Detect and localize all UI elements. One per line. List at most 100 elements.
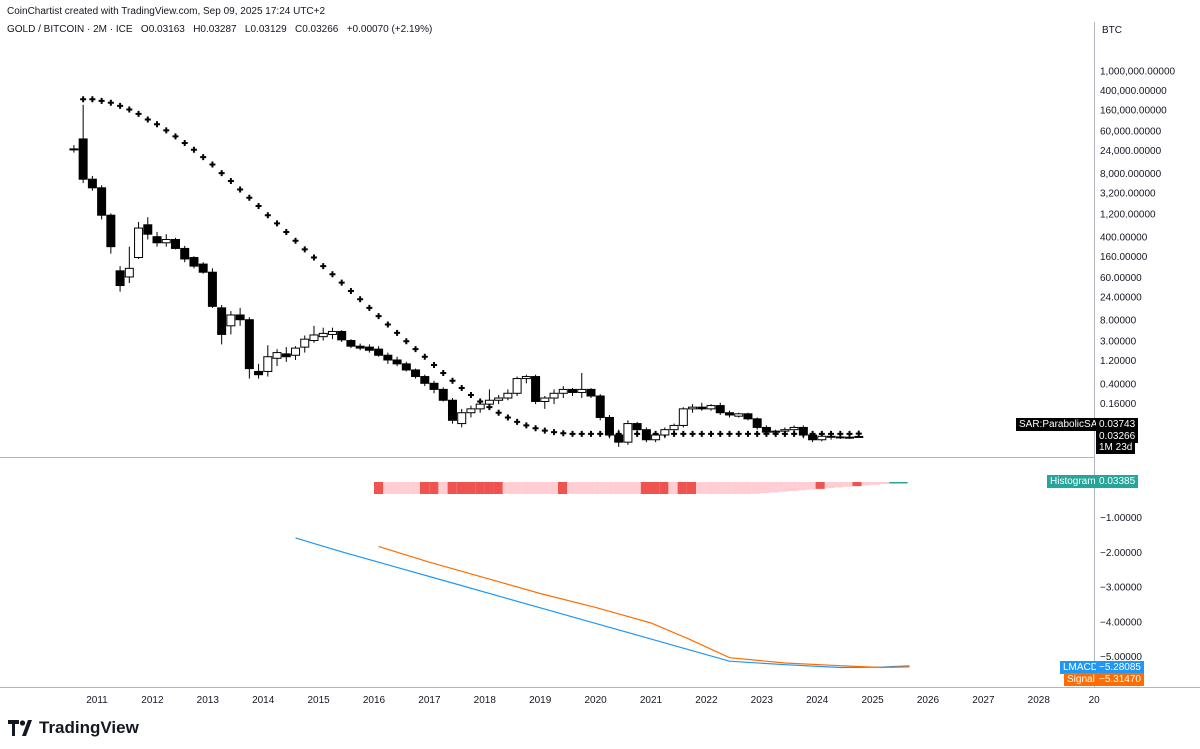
candle[interactable]	[660, 427, 670, 439]
candle[interactable]	[226, 311, 236, 335]
candle[interactable]	[531, 374, 541, 405]
candle[interactable]	[327, 327, 337, 340]
candle[interactable]	[632, 421, 642, 433]
candle[interactable]	[69, 145, 79, 153]
candle[interactable]	[697, 402, 707, 411]
candle[interactable]	[614, 429, 624, 447]
candle[interactable]	[374, 346, 384, 357]
time-axis-ticks[interactable]: 2011 2012 2013 2014 2015 2016 2017 2018 2019 2020…	[86, 695, 1100, 706]
candle[interactable]	[124, 246, 134, 284]
candle[interactable]	[475, 402, 485, 413]
candle[interactable]	[503, 389, 513, 401]
candle[interactable]	[484, 389, 494, 408]
candle[interactable]	[706, 404, 716, 411]
candle[interactable]	[263, 345, 273, 377]
symbol-legend[interactable]: GOLD / BITCOIN · 2M · ICE O0.03163 H0.03…	[7, 24, 432, 35]
candle[interactable]	[817, 435, 827, 442]
candle[interactable]	[669, 423, 679, 433]
candle[interactable]	[180, 245, 190, 263]
candle[interactable]	[152, 231, 162, 247]
candle[interactable]	[97, 185, 107, 220]
candle[interactable]	[798, 425, 808, 439]
candle[interactable]	[854, 435, 864, 438]
candle[interactable]	[106, 213, 116, 254]
candle[interactable]	[300, 335, 310, 353]
candle[interactable]	[558, 386, 568, 399]
candle[interactable]	[641, 427, 651, 443]
candle[interactable]	[789, 425, 799, 433]
candle[interactable]	[420, 374, 430, 387]
macd-axis-ticks[interactable]: −1.00000 −2.00000 −3.00000 −4.00000 −5.00000	[1100, 513, 1142, 663]
candle[interactable]	[235, 307, 245, 326]
candle[interactable]	[521, 374, 531, 384]
candle[interactable]	[281, 347, 291, 362]
candle[interactable]	[568, 388, 578, 396]
candle[interactable]	[540, 395, 550, 409]
candle-body	[568, 388, 578, 393]
candle[interactable]	[688, 404, 698, 413]
symbol-line[interactable]: GOLD / BITCOIN · 2M · ICE	[7, 24, 133, 35]
candle[interactable]	[586, 388, 596, 399]
candle[interactable]	[447, 398, 457, 424]
candle[interactable]	[78, 104, 88, 184]
candle[interactable]	[724, 410, 734, 418]
candle[interactable]	[134, 221, 144, 259]
candle[interactable]	[761, 425, 771, 436]
candle[interactable]	[198, 262, 208, 274]
candle[interactable]	[254, 363, 264, 379]
candle[interactable]	[272, 349, 282, 367]
candle[interactable]	[771, 429, 781, 436]
candle-body	[734, 413, 744, 417]
candle[interactable]	[845, 435, 855, 440]
candle[interactable]	[364, 344, 374, 353]
candle[interactable]	[244, 317, 254, 379]
candle[interactable]	[217, 305, 227, 345]
candle[interactable]	[318, 327, 328, 341]
candle[interactable]	[346, 339, 356, 349]
candle[interactable]	[623, 420, 633, 445]
price-axis-ticks[interactable]: 1,000,000.00000 400,000.00000 160,000.0000…	[1100, 67, 1176, 410]
candle[interactable]	[401, 361, 411, 372]
candle[interactable]	[411, 368, 421, 379]
candle[interactable]	[595, 394, 605, 421]
candle[interactable]	[457, 408, 467, 428]
candle-body	[364, 346, 374, 351]
candle[interactable]	[549, 389, 559, 405]
candle[interactable]	[752, 417, 762, 430]
candle[interactable]	[87, 175, 97, 191]
histogram-bar	[723, 482, 733, 494]
candle[interactable]	[143, 217, 153, 240]
sar-point	[163, 127, 170, 134]
tradingview-logo[interactable]: TradingView	[8, 718, 139, 738]
candle[interactable]	[392, 356, 402, 367]
candle[interactable]	[780, 427, 790, 434]
candle[interactable]	[355, 343, 365, 351]
candle[interactable]	[189, 256, 199, 269]
candle[interactable]	[651, 432, 661, 443]
candle[interactable]	[170, 237, 180, 250]
candle[interactable]	[494, 395, 504, 405]
candle[interactable]	[604, 414, 614, 439]
candle[interactable]	[715, 402, 725, 415]
candle[interactable]	[466, 405, 476, 418]
candle[interactable]	[291, 346, 301, 360]
candle[interactable]	[115, 266, 125, 292]
candle[interactable]	[383, 352, 393, 364]
candle[interactable]	[337, 330, 347, 343]
candle[interactable]	[577, 373, 587, 399]
candle[interactable]	[207, 268, 217, 308]
candle[interactable]	[161, 234, 171, 247]
candle[interactable]	[309, 325, 319, 343]
candle[interactable]	[826, 434, 836, 440]
candle[interactable]	[678, 407, 688, 428]
histogram-bar	[567, 482, 577, 494]
candle[interactable]	[835, 434, 845, 440]
histogram-bar	[705, 482, 715, 494]
candle[interactable]	[808, 433, 818, 443]
candle[interactable]	[512, 376, 522, 396]
candle[interactable]	[429, 380, 439, 394]
candle[interactable]	[743, 412, 753, 421]
candle[interactable]	[438, 387, 448, 402]
candle[interactable]	[734, 412, 744, 418]
